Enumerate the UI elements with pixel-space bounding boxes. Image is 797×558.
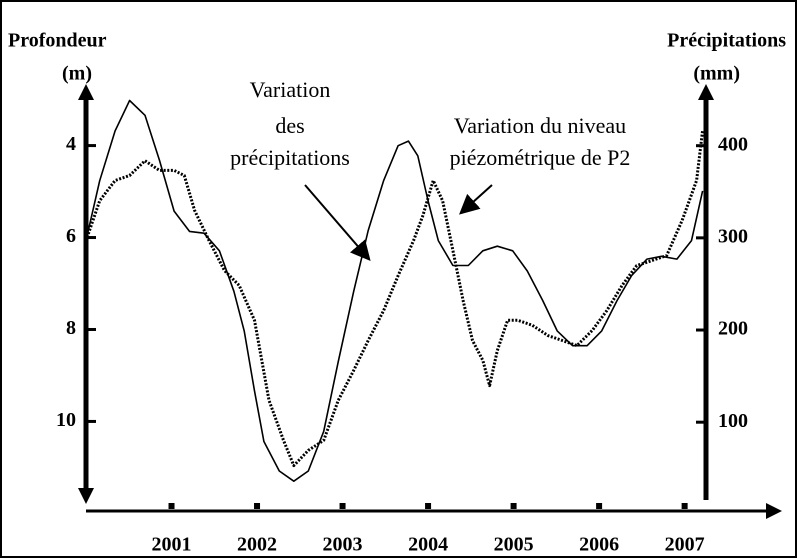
x-tick [681,503,688,509]
x-tick [425,503,432,509]
y-tick-label: 6 [66,225,76,247]
x-tick [168,503,175,509]
x-tick-label: 2004 [408,534,448,556]
x-tick [254,503,261,509]
y2-label: (mm) [693,63,740,85]
y2-axis-arrow [698,84,714,100]
annotation: piézométrique de P2 [450,145,631,170]
y-tick-label: 10 [56,409,76,431]
y2-tick-label: 200 [718,318,748,340]
y2-label: Précipitations [667,30,786,52]
y2-tick-label: 300 [718,225,748,247]
x-tick [510,503,517,509]
x-tick [339,503,346,509]
y-tick-label: 8 [66,317,76,339]
x-tick-label: 2007 [665,534,705,556]
x-tick-label: 2002 [237,534,277,556]
x-tick-label: 2001 [152,534,192,556]
x-tick [596,503,603,509]
y-label: Profondeur [8,30,107,52]
annotation-arrow [459,184,493,215]
annotation: précipitations [230,145,350,170]
y2-tick-label: 400 [718,133,748,155]
annotation: Variation du niveau [454,113,626,138]
y-label: (m) [62,63,92,85]
series-line [84,130,705,468]
x-tick-label: 2005 [494,534,534,556]
annotation: des [275,113,304,138]
x-tick-label: 2003 [323,534,363,556]
x-axis-arrow [766,503,782,519]
y-tick-label: 4 [66,133,76,155]
x-tick-label: 2006 [579,534,619,556]
series-line [85,99,704,482]
annotation: Variation [250,77,331,102]
y2-tick-label: 100 [718,410,748,432]
annotation-arrow [304,184,371,262]
